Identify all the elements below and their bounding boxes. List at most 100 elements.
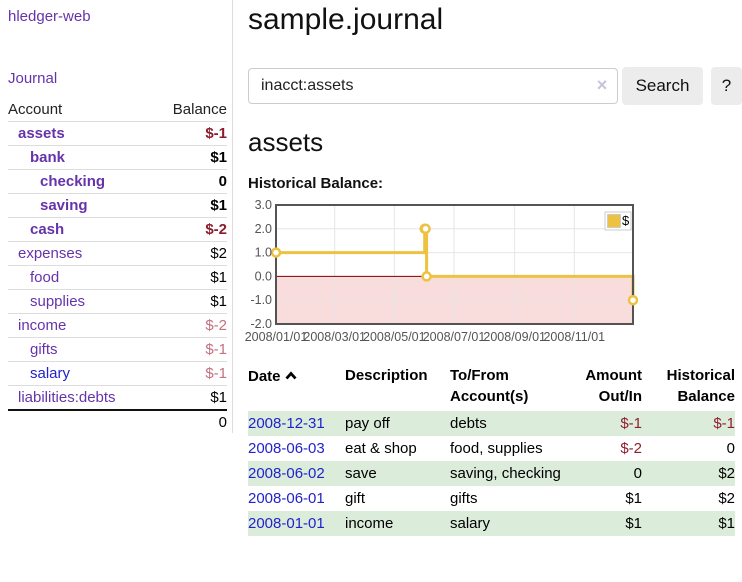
brand-link[interactable]: hledger-web (8, 8, 91, 25)
accounts-table: Account Balance assets $-1 bank $1 check… (8, 98, 227, 434)
register-description: eat & shop (345, 440, 417, 457)
svg-text:2008/11/01: 2008/11/01 (543, 330, 605, 344)
main-content: sample.journal × Search ? assets Histori… (245, 0, 742, 582)
amount-column-header: Amount Out/In (585, 367, 642, 405)
svg-text:-2.0: -2.0 (250, 317, 272, 331)
register-accounts: saving, checking (450, 465, 561, 482)
register-table: Date Description To/From Account(s) Amou… (248, 363, 735, 536)
register-amount: $1 (625, 515, 642, 532)
account-row: checking 0 (8, 169, 227, 194)
account-column-header: Account (8, 101, 63, 118)
svg-text:2008/03/01: 2008/03/01 (303, 330, 366, 344)
register-description: pay off (345, 415, 390, 432)
search-button[interactable]: Search (622, 67, 703, 105)
account-balance: $2 (210, 245, 227, 262)
chart-title: Historical Balance: (248, 175, 384, 192)
svg-text:-1.0: -1.0 (250, 293, 272, 307)
svg-text:2.0: 2.0 (255, 222, 272, 236)
sidebar-item-journal[interactable]: Journal (8, 70, 58, 87)
accounts-table-header: Account Balance (8, 98, 227, 122)
register-amount: $1 (625, 490, 642, 507)
account-link-food[interactable]: food (30, 269, 60, 286)
balance-column-header: Historical Balance (666, 367, 735, 405)
svg-text:$: $ (622, 213, 630, 228)
register-date-link[interactable]: 2008-06-03 (248, 440, 325, 457)
sidebar: hledger-web Journal Account Balance asse… (0, 0, 233, 433)
register-date-link[interactable]: 2008-06-02 (248, 465, 325, 482)
account-row: expenses $2 (8, 241, 227, 266)
account-balance: $-1 (205, 365, 227, 382)
account-row: cash $-2 (8, 217, 227, 242)
balance-column-header: Balance (172, 101, 227, 118)
account-balance: $-2 (205, 221, 227, 238)
page-title: sample.journal (248, 3, 444, 36)
account-row: bank $1 (8, 145, 227, 170)
register-account-heading: assets (248, 127, 324, 157)
svg-text:2008/05/01: 2008/05/01 (363, 330, 426, 344)
search-input[interactable] (248, 68, 618, 104)
svg-text:2008/07/01: 2008/07/01 (423, 330, 486, 344)
tofrom-column-header: To/From Account(s) (450, 367, 529, 405)
description-column-header: Description (345, 367, 428, 384)
register-description: save (345, 465, 377, 482)
account-link-supplies[interactable]: supplies (30, 293, 86, 310)
account-link-assets[interactable]: assets (18, 125, 65, 142)
account-row: food $1 (8, 265, 227, 290)
account-balance: $-1 (205, 125, 227, 142)
register-amount: $-1 (620, 415, 642, 432)
svg-text:2008/09/01: 2008/09/01 (483, 330, 546, 344)
account-balance: $-1 (205, 341, 227, 358)
register-date-link[interactable]: 2008-01-01 (248, 515, 325, 532)
account-link-saving[interactable]: saving (40, 197, 88, 214)
account-link-expenses[interactable]: expenses (18, 245, 83, 262)
account-link-checking[interactable]: checking (40, 173, 106, 190)
register-accounts: food, supplies (450, 440, 543, 457)
account-link-gifts[interactable]: gifts (30, 341, 58, 358)
account-link-income[interactable]: income (18, 317, 67, 334)
account-balance: $1 (210, 389, 227, 406)
help-button[interactable]: ? (711, 67, 742, 105)
register-balance: 0 (726, 440, 735, 457)
account-row: assets $-1 (8, 121, 227, 146)
register-date-link[interactable]: 2008-12-31 (248, 415, 325, 432)
account-row: income $-2 (8, 313, 227, 338)
balance-chart-svg: $3.0 2.0 1.0 0.0 -1.0 -2.02008/01/012008/03/0… (245, 198, 639, 344)
register-balance: $-1 (713, 415, 735, 432)
svg-text:3.0: 3.0 (255, 198, 272, 212)
account-link-cash[interactable]: cash (30, 221, 65, 238)
svg-text:2008/01/01: 2008/01/01 (245, 330, 308, 344)
account-row: gifts $-1 (8, 337, 227, 362)
register-accounts: salary (450, 515, 491, 532)
account-balance: $1 (210, 149, 227, 166)
historical-balance-chart: $3.0 2.0 1.0 0.0 -1.0 -2.0 2008/01/01 2008/03/0… (245, 198, 688, 350)
accounts-total-value: 0 (218, 414, 227, 431)
date-header-label: Date (248, 368, 281, 385)
account-balance: $1 (210, 197, 227, 214)
account-row: saving $1 (8, 193, 227, 218)
account-balance: 0 (218, 173, 227, 190)
register-accounts: debts (450, 415, 487, 432)
register-row: 2008-06-01 gift gifts $1 $2 (248, 486, 735, 511)
account-balance: $1 (210, 293, 227, 310)
register-row: 2008-12-31 pay off debts $-1 $-1 (248, 411, 735, 436)
register-date-link[interactable]: 2008-06-01 (248, 490, 325, 507)
register-balance: $2 (718, 465, 735, 482)
clear-search-icon[interactable]: × (596, 75, 608, 95)
register-row: 2008-06-03 eat & shop food, supplies $-2… (248, 436, 735, 461)
register-accounts: gifts (450, 490, 478, 507)
account-link-bank[interactable]: bank (30, 149, 66, 166)
svg-text:0.0: 0.0 (255, 269, 272, 283)
account-link-liabilities-debts[interactable]: liabilities:debts (18, 389, 116, 406)
register-table-header: Date Description To/From Account(s) Amou… (248, 363, 735, 411)
register-description: income (345, 515, 394, 532)
account-balance: $1 (210, 269, 227, 286)
svg-text:1.0: 1.0 (255, 246, 272, 260)
sort-ascending-icon (284, 365, 297, 386)
account-link-salary[interactable]: salary (30, 365, 71, 382)
date-column-header: Date (248, 363, 345, 411)
register-description: gift (345, 490, 366, 507)
account-row: supplies $1 (8, 289, 227, 314)
register-amount: 0 (633, 465, 642, 482)
account-row: liabilities:debts $1 (8, 385, 227, 411)
